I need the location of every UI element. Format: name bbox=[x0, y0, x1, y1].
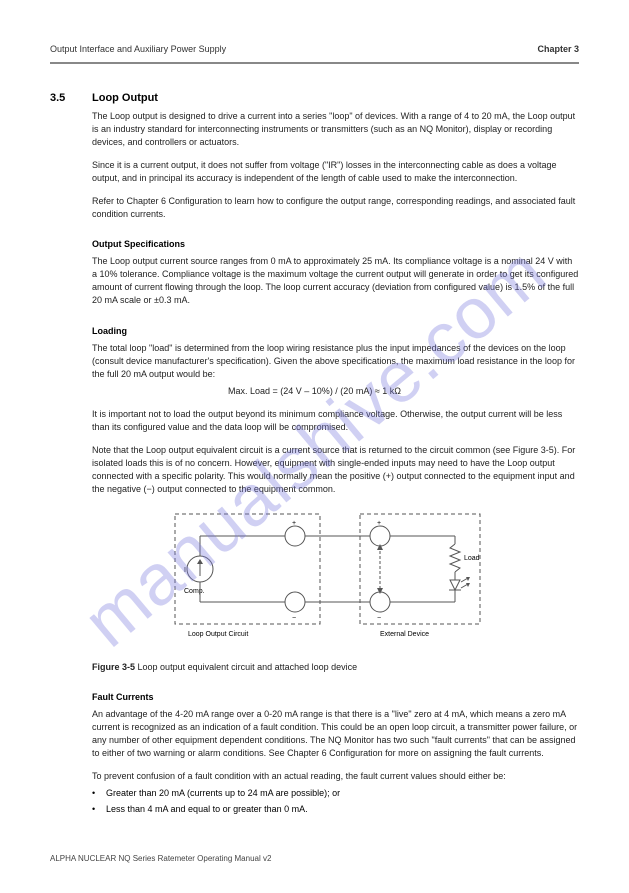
figure-num: Figure 3-5 bbox=[92, 662, 135, 672]
sub-label-output-spec: Output Specifications bbox=[92, 239, 185, 249]
subsection-output-spec: Output Specifications bbox=[50, 239, 579, 249]
header-chapter: Chapter 3 bbox=[537, 44, 579, 54]
bullet-text: Greater than 20 mA (currents up to 24 mA… bbox=[106, 787, 340, 800]
node-minus: − bbox=[377, 615, 381, 622]
resistor-icon bbox=[450, 544, 460, 572]
s2-p1: The Loop output current source ranges fr… bbox=[92, 255, 579, 307]
subsection-fault: Fault Currents bbox=[50, 692, 579, 702]
node-plus: + bbox=[377, 520, 381, 527]
terminal-in-plus bbox=[370, 526, 390, 546]
led-triangle-icon bbox=[450, 580, 460, 590]
bullet-icon: • bbox=[92, 787, 106, 800]
circuit-svg: Loop Output Circuit External Device I Co… bbox=[170, 506, 490, 646]
section-title: Loop Output bbox=[92, 92, 158, 104]
s4-bullet-1: • Greater than 20 mA (currents up to 24 … bbox=[92, 787, 579, 800]
page-footer: ALPHA NUCLEAR NQ Series Ratemeter Operat… bbox=[50, 854, 579, 863]
figure-text: Loop output equivalent circuit and attac… bbox=[138, 662, 358, 672]
chapter-num: 3 bbox=[574, 44, 579, 54]
s4-bullet-2: • Less than 4 mA and equal to or greater… bbox=[92, 803, 579, 816]
section-number: 3.5 bbox=[50, 92, 92, 104]
sub-label-fault: Fault Currents bbox=[92, 692, 154, 702]
bullet-icon: • bbox=[92, 803, 106, 816]
s3-formula: Max. Load = (24 V – 10%) / (20 mA) ≈ 1 k… bbox=[50, 385, 579, 398]
left-box-label: Loop Output Circuit bbox=[188, 631, 248, 638]
s4-p2: To prevent confusion of a fault conditio… bbox=[92, 770, 579, 783]
s1-p3: Refer to Chapter 6 Configuration to lear… bbox=[92, 195, 579, 221]
current-source-label: I bbox=[184, 567, 186, 574]
s4-p1: An advantage of the 4-20 mA range over a… bbox=[92, 708, 579, 760]
sub-label-loading: Loading bbox=[92, 326, 127, 336]
terminal-in-minus bbox=[370, 592, 390, 612]
s3-p3: Note that the Loop output equivalent cir… bbox=[92, 444, 579, 496]
left-box bbox=[175, 514, 320, 624]
header-title: Output Interface and Auxiliary Power Sup… bbox=[50, 44, 226, 54]
terminal-out-minus bbox=[285, 592, 305, 612]
terminal-out-plus bbox=[285, 526, 305, 546]
s1-p2: Since it is a current output, it does no… bbox=[92, 159, 579, 185]
section-3-5-heading: 3.5 Loop Output bbox=[50, 92, 579, 104]
s3-p1: The total loop "load" is determined from… bbox=[92, 342, 579, 381]
right-box-label: External Device bbox=[380, 631, 429, 638]
term-minus: − bbox=[292, 615, 296, 622]
s3-p2: It is important not to load the output b… bbox=[92, 408, 579, 434]
subsection-loading: Loading bbox=[50, 326, 579, 336]
term-plus: + bbox=[292, 520, 296, 527]
dashed-arrow-up bbox=[377, 544, 383, 550]
circuit-diagram: Loop Output Circuit External Device I Co… bbox=[170, 506, 579, 651]
figure-caption: Figure 3-5 Loop output equivalent circui… bbox=[92, 661, 579, 674]
chapter-label: Chapter bbox=[537, 44, 571, 54]
header-divider bbox=[50, 62, 579, 64]
page-header: Output Interface and Auxiliary Power Sup… bbox=[50, 44, 579, 54]
comp-label: Comp. bbox=[184, 588, 205, 595]
bullet-text: Less than 4 mA and equal to or greater t… bbox=[106, 803, 308, 816]
page-root: manualshive.com Output Interface and Aux… bbox=[0, 0, 629, 893]
load-label: Load bbox=[464, 555, 480, 562]
current-arrow-head bbox=[197, 559, 203, 564]
dashed-arrow-down bbox=[377, 588, 383, 594]
s1-p1: The Loop output is designed to drive a c… bbox=[92, 110, 579, 149]
right-box bbox=[360, 514, 480, 624]
